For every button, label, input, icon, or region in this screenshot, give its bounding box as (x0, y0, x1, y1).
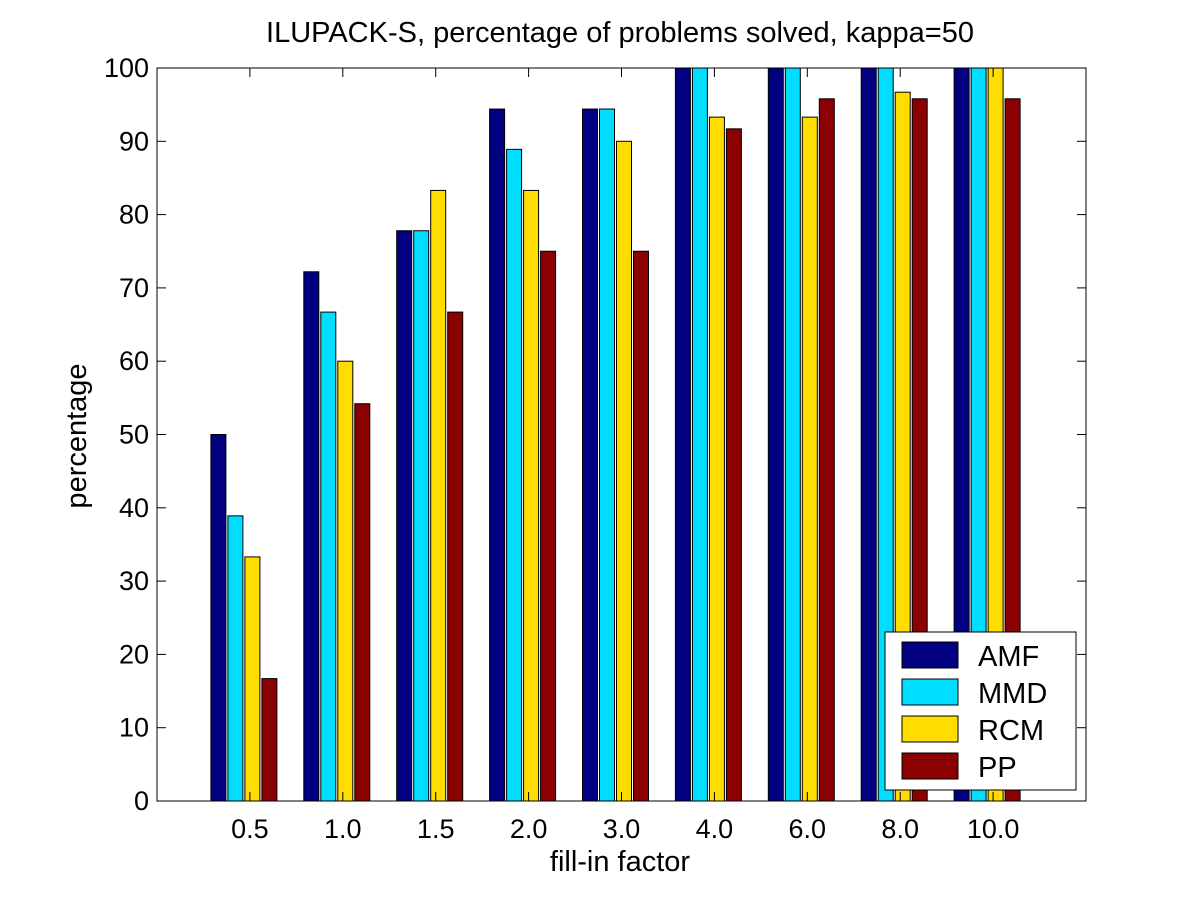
bar-pp-1-0 (354, 403, 371, 802)
bar-amf-8-0 (860, 67, 877, 802)
bar-amf-1-0 (303, 271, 320, 802)
x-tick-label: 8.0 (881, 814, 919, 844)
y-tick-label: 20 (119, 639, 149, 669)
legend-label-pp: PP (978, 752, 1017, 784)
bar-amf-6-0 (767, 67, 784, 802)
bar-amf-2-0 (489, 108, 506, 802)
legend-swatch-rcm (901, 715, 959, 743)
x-axis-label: fill-in factor (550, 846, 691, 878)
bar-mmd-0-5 (227, 515, 244, 802)
bar-mmd-2-0 (506, 148, 523, 802)
bar-pp-6-0 (818, 98, 835, 802)
bar-pp-0-5 (261, 678, 278, 802)
y-tick-label: 50 (119, 420, 149, 450)
bar-mmd-4-0 (691, 67, 708, 802)
bar-rcm-3-0 (616, 140, 632, 802)
chart-title: ILUPACK-S, percentage of problems solved… (266, 17, 974, 49)
ticks-layer: 0 10 20 30 40 50 60 70 80 90 100 0.5 1.0 1.5 2.0 3.0 4.0… (104, 53, 1086, 844)
y-tick-label: 40 (119, 493, 149, 523)
x-tick-label: 3.0 (603, 814, 641, 844)
x-tick-label: 6.0 (789, 814, 827, 844)
bar-rcm-6-0 (801, 116, 818, 802)
bar-amf-4-0 (674, 67, 691, 802)
y-tick-label: 100 (104, 53, 149, 83)
y-tick-label: 70 (119, 273, 149, 303)
legend: AMF MMD RCM PP (884, 631, 1077, 791)
bar-pp-2-0 (540, 250, 557, 802)
bar-rcm-2-0 (523, 189, 540, 802)
bar-mmd-3-0 (599, 108, 615, 802)
legend-swatch-amf (901, 641, 959, 669)
bar-rcm-1-0 (337, 360, 354, 802)
bar-rcm-1-5 (430, 189, 447, 802)
y-tick-label: 90 (119, 126, 149, 156)
bar-rcm-4-0 (708, 116, 725, 802)
y-tick-label: 80 (119, 200, 149, 230)
bar-amf-1-5 (396, 230, 413, 802)
x-tick-label: 4.0 (696, 814, 734, 844)
y-tick-label: 60 (119, 346, 149, 376)
y-tick-label: 10 (119, 713, 149, 743)
bar-mmd-1-0 (320, 311, 337, 802)
bar-pp-1-5 (447, 311, 464, 802)
legend-swatch-mmd (901, 678, 959, 706)
bars-layer (210, 67, 1021, 802)
x-tick-label: 1.0 (324, 814, 362, 844)
legend-label-amf: AMF (978, 641, 1039, 673)
bar-pp-4-0 (725, 128, 742, 802)
y-tick-label: 0 (134, 786, 149, 816)
bar-amf-3-0 (582, 108, 598, 802)
bar-mmd-6-0 (784, 67, 801, 802)
y-tick-label: 30 (119, 566, 149, 596)
bar-mmd-1-5 (413, 230, 430, 802)
legend-label-rcm: RCM (978, 715, 1044, 747)
bar-amf-0-5 (210, 434, 227, 802)
bar-rcm-0-5 (244, 556, 261, 802)
x-tick-label: 10.0 (967, 814, 1020, 844)
x-tick-label: 1.5 (417, 814, 455, 844)
x-tick-label: 0.5 (231, 814, 269, 844)
legend-label-mmd: MMD (978, 678, 1047, 710)
x-tick-label: 2.0 (510, 814, 548, 844)
y-axis-label: percentage (61, 363, 93, 508)
bar-pp-3-0 (633, 250, 649, 802)
legend-swatch-pp (901, 752, 959, 780)
